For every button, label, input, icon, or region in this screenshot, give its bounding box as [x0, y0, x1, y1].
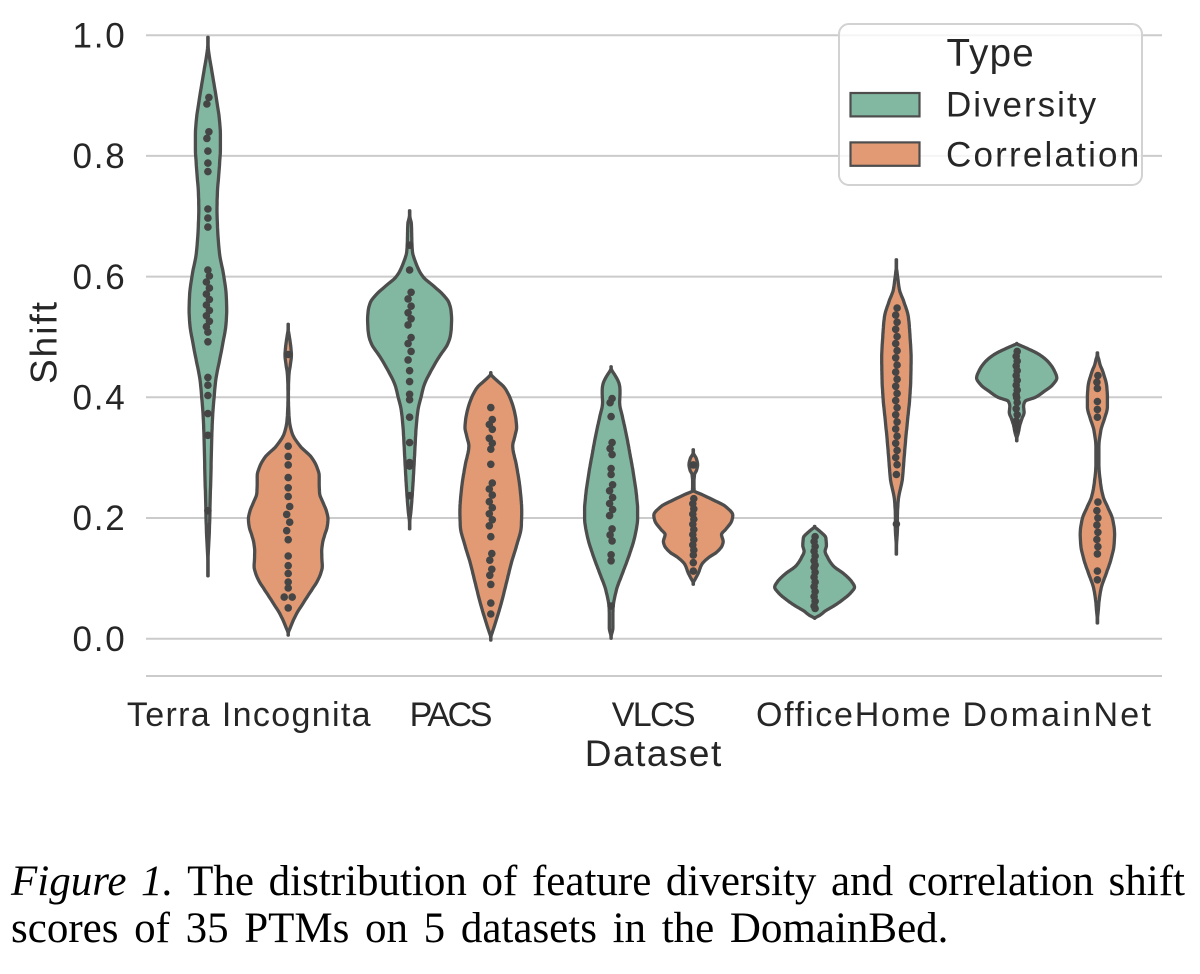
svg-text:Correlation: Correlation [946, 135, 1141, 174]
svg-text:1.0: 1.0 [72, 16, 126, 55]
svg-text:0.0: 0.0 [72, 620, 126, 659]
svg-text:Diversity: Diversity [946, 86, 1098, 125]
svg-text:0.4: 0.4 [72, 379, 126, 418]
svg-text:0.6: 0.6 [72, 258, 126, 297]
svg-text:0.8: 0.8 [72, 137, 126, 176]
svg-text:Terra Incognita: Terra Incognita [127, 696, 372, 734]
svg-text:Type: Type [947, 32, 1035, 75]
svg-text:Dataset: Dataset [585, 733, 723, 774]
svg-text:OfficeHome: OfficeHome [756, 696, 952, 734]
svg-text:Shift: Shift [24, 300, 65, 384]
svg-text:VLCS: VLCS [612, 696, 695, 734]
svg-text:0.2: 0.2 [72, 499, 126, 538]
svg-text:PACS: PACS [410, 696, 492, 734]
svg-text:DomainNet: DomainNet [963, 696, 1154, 734]
